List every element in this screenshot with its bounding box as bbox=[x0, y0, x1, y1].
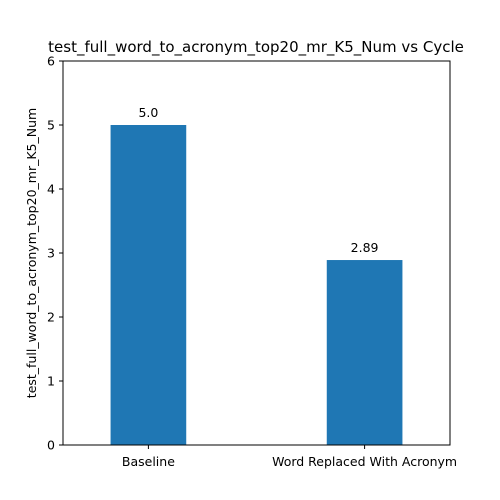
x-tick-label: Word Replaced With Acronym bbox=[272, 454, 457, 469]
plot-area: 0 1 2 3 4 5 6 Baseline 5.0 Word Replaced With Acr… bbox=[47, 54, 457, 470]
y-axis-label: test_full_word_to_acronym_top20_mr_K5_Nu… bbox=[24, 108, 39, 398]
bar-value-label: 5.0 bbox=[138, 105, 158, 120]
bar-value-label: 2.89 bbox=[351, 240, 379, 255]
x-tick-label: Baseline bbox=[122, 454, 175, 469]
y-tick-label: 3 bbox=[47, 246, 55, 261]
y-tick-label: 2 bbox=[47, 310, 55, 325]
y-tick-label: 5 bbox=[47, 118, 55, 133]
y-tick-label: 0 bbox=[47, 438, 55, 453]
y-tick-label: 6 bbox=[47, 54, 55, 69]
bar bbox=[326, 260, 403, 445]
y-tick-label: 1 bbox=[47, 374, 55, 389]
bar bbox=[110, 125, 187, 445]
y-tick-label: 4 bbox=[47, 182, 55, 197]
plot-frame bbox=[62, 60, 451, 446]
chart-title: test_full_word_to_acronym_top20_mr_K5_Nu… bbox=[48, 38, 464, 57]
